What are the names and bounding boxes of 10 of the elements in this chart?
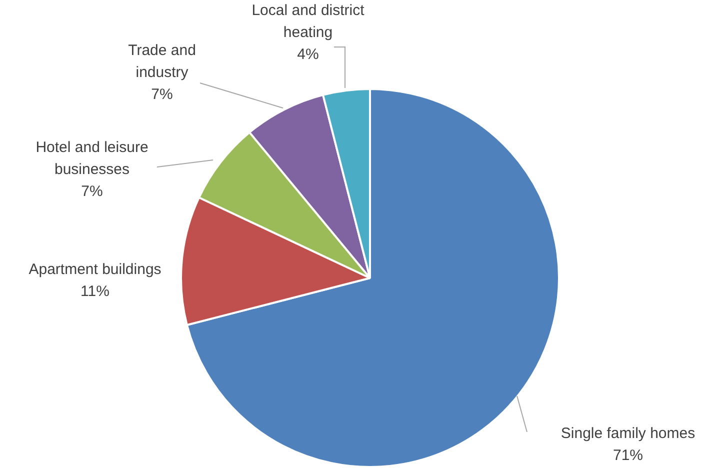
slice-label: Hotel and leisure businesses (36, 139, 148, 178)
slice-label: Single family homes (560, 425, 696, 442)
data-label: 71% (612, 447, 644, 464)
data-label: 4% (297, 46, 319, 64)
slice-label: Local and district heating (252, 2, 366, 42)
slice-label: Trade and industry (128, 42, 196, 82)
slice-label: Apartment buildings (28, 261, 162, 278)
data-label: 11% (80, 283, 110, 300)
data-label: 7% (151, 86, 173, 104)
data-label: 7% (81, 183, 103, 200)
